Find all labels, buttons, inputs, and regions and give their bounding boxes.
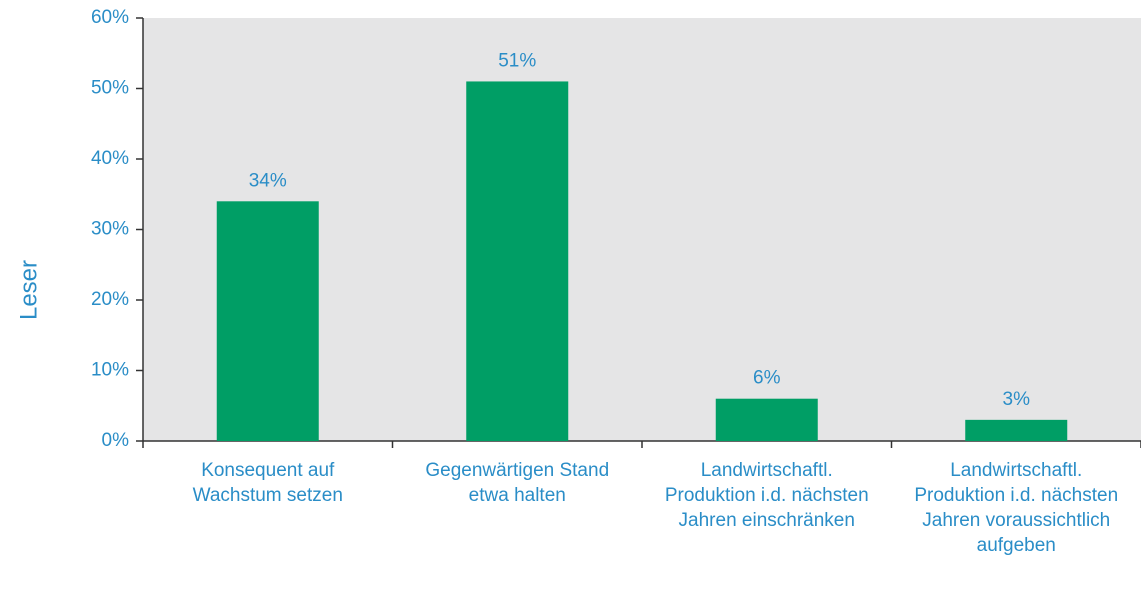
bar [216, 201, 319, 441]
x-tick-label: Landwirtschaftl. Produktion i.d. nächste… [664, 460, 869, 531]
data-label: 34% [249, 170, 287, 191]
data-label: 3% [1003, 389, 1031, 410]
y-tick-label: 30% [91, 219, 129, 240]
bar [466, 81, 569, 441]
y-tick-label: 10% [91, 360, 129, 381]
bar [965, 419, 1068, 441]
x-tick-label: Konsequent auf Wachstum setzen [192, 460, 343, 506]
y-tick-label: 40% [91, 148, 129, 169]
data-label: 51% [498, 50, 536, 71]
data-label: 6% [753, 368, 781, 389]
y-tick-label: 60% [91, 7, 129, 28]
bar [715, 398, 818, 441]
y-axis-label: Leser [15, 260, 42, 320]
y-tick-label: 50% [91, 78, 129, 99]
y-tick-label: 20% [91, 289, 129, 310]
x-tick-label: Landwirtschaftl. Produktion i.d. nächste… [914, 460, 1119, 556]
y-tick-label: 0% [102, 430, 130, 451]
x-tick-label: Gegenwärtigen Stand etwa halten [425, 460, 610, 506]
